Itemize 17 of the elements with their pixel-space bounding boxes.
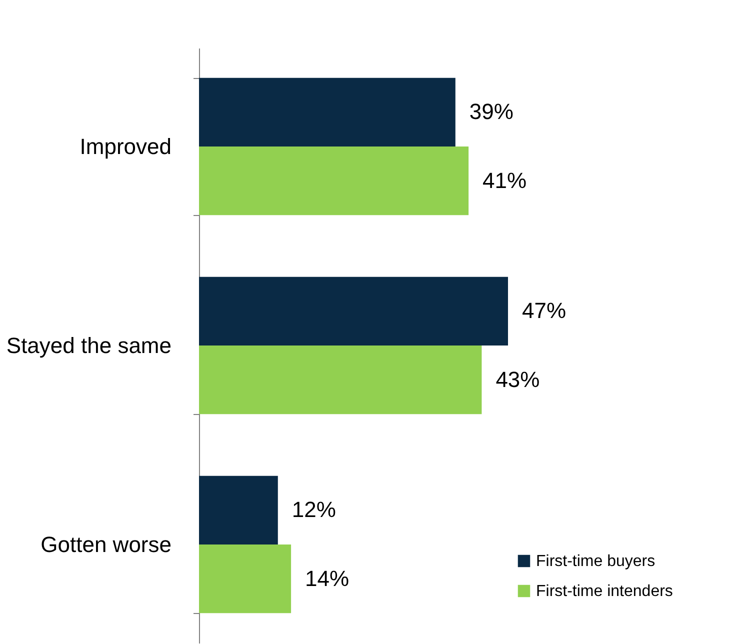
bar (199, 78, 456, 147)
data-label: 43% (496, 366, 540, 392)
data-label: 41% (482, 168, 527, 193)
data-label: 14% (305, 566, 350, 591)
data-label: 47% (522, 298, 566, 324)
bar (199, 276, 508, 346)
bar (199, 146, 469, 216)
legend-label: First-time intenders (536, 583, 673, 600)
y-tick-label: Stayed the same (6, 333, 172, 358)
bar (199, 544, 292, 614)
y-tick-label: Gotten worse (40, 532, 172, 557)
bar (199, 476, 278, 544)
legend-label: First-time buyers (536, 553, 656, 570)
data-label: 12% (292, 497, 336, 522)
y-tick-label: Improved (80, 134, 172, 160)
bar (199, 346, 482, 414)
data-label: 39% (469, 99, 514, 124)
